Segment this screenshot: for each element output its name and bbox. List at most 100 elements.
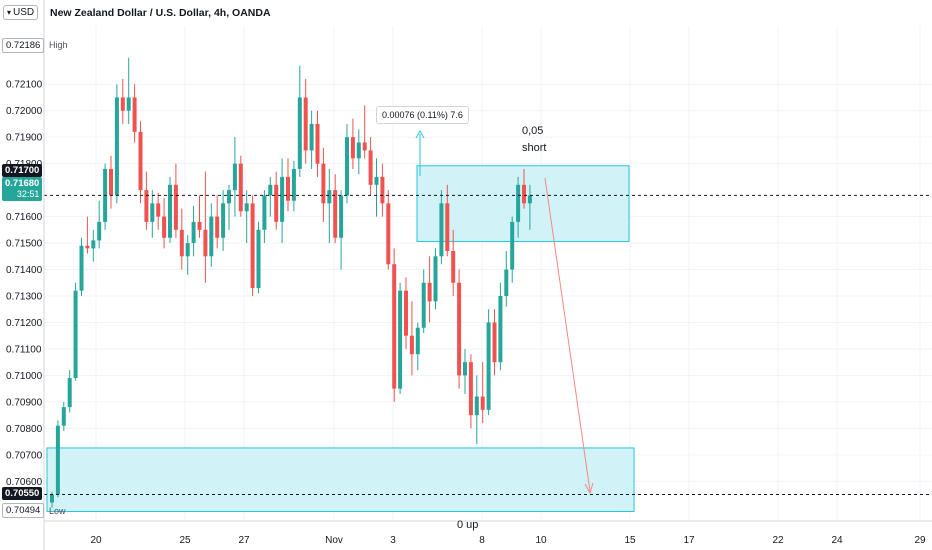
candle xyxy=(244,190,249,244)
candle-body xyxy=(404,290,408,336)
candle xyxy=(61,401,66,431)
price-tick-label: 0.71500 xyxy=(6,239,43,250)
candle xyxy=(463,348,467,394)
candle xyxy=(286,158,290,212)
candle xyxy=(457,269,462,389)
candle xyxy=(315,110,320,177)
time-tick-label: 27 xyxy=(238,535,250,546)
candle xyxy=(345,123,349,204)
candle-body xyxy=(114,97,119,196)
candle xyxy=(333,174,338,244)
candle-body xyxy=(61,407,66,426)
candle xyxy=(433,248,438,310)
candle-body xyxy=(55,425,60,495)
price-tick-label: 0.71000 xyxy=(6,371,43,382)
candle xyxy=(356,129,361,175)
candle-body xyxy=(374,176,379,185)
candle-body xyxy=(345,137,349,196)
candle xyxy=(191,206,196,257)
candle xyxy=(274,171,279,230)
candle xyxy=(468,354,473,429)
candle xyxy=(368,137,373,196)
direction-label: short xyxy=(522,142,547,154)
candle xyxy=(79,237,84,296)
chevron-down-icon: ▾ xyxy=(7,8,12,17)
candle-body xyxy=(173,184,178,230)
candle xyxy=(162,198,167,249)
candle-body xyxy=(492,322,497,363)
candle xyxy=(91,229,96,262)
candle xyxy=(120,78,125,124)
candle xyxy=(138,121,143,204)
candle-body xyxy=(73,290,78,379)
candle-body xyxy=(427,282,432,302)
candle xyxy=(474,375,479,445)
candle-body xyxy=(380,176,385,204)
candle-body xyxy=(168,184,172,238)
candle-body xyxy=(132,97,137,132)
candle xyxy=(109,155,113,209)
candle xyxy=(492,309,497,376)
candle-body xyxy=(144,190,149,222)
zone-rect xyxy=(46,447,635,512)
time-tick-label: 10 xyxy=(535,535,547,546)
bottom-label: 0 up xyxy=(457,519,479,531)
candle-body xyxy=(522,184,526,204)
candle-body xyxy=(498,296,503,363)
candle xyxy=(280,158,285,244)
candle-body xyxy=(238,163,243,212)
high-price-tag: 0.72186 xyxy=(2,38,45,53)
candle-body xyxy=(286,176,290,201)
candle-body xyxy=(185,243,190,257)
candle-body xyxy=(274,184,279,222)
measure-tooltip: 0.00076 (0.11%) 7.6 xyxy=(376,106,469,124)
candle-body xyxy=(215,216,220,238)
candle xyxy=(386,190,391,270)
candle xyxy=(55,420,60,498)
candle-body xyxy=(156,203,161,217)
candle-body xyxy=(138,131,143,191)
price-tick-label: 0.70900 xyxy=(6,397,43,408)
candle xyxy=(250,195,255,296)
time-tick-label: 17 xyxy=(683,535,695,546)
time-tick-label: 20 xyxy=(90,535,102,546)
plot-area xyxy=(44,0,932,521)
lot-size-label: 0,05 xyxy=(522,125,544,137)
high-label: High xyxy=(49,40,68,50)
candle-body xyxy=(232,163,237,191)
price-tick-label: 0.71200 xyxy=(6,318,43,329)
candle xyxy=(516,176,521,238)
candle xyxy=(73,282,78,381)
overlays-layer xyxy=(44,129,932,496)
candle xyxy=(415,322,420,371)
price-tick-label: 0.71300 xyxy=(6,292,43,303)
time-axis[interactable]: 20 25 27 Nov 3 8 10 15 17 22 24 29 xyxy=(44,520,932,546)
candle-body xyxy=(244,203,249,212)
candle xyxy=(527,184,532,230)
currency-selector[interactable]: ▾ USD xyxy=(3,5,39,20)
candle-body xyxy=(451,251,456,283)
price-axis[interactable]: 0.721000.720000.719000.718000.716000.715… xyxy=(6,0,45,550)
candle xyxy=(421,269,426,334)
candle-body xyxy=(463,362,467,376)
candle xyxy=(380,163,385,217)
candle-body xyxy=(209,216,214,257)
candle xyxy=(439,190,444,265)
candle xyxy=(445,184,450,257)
candle-body xyxy=(126,97,131,111)
candle-body xyxy=(516,184,521,222)
candle-body xyxy=(504,269,509,296)
candle xyxy=(522,168,526,209)
current-price-tag: 0.71680 32:51 xyxy=(2,177,43,201)
candle-body xyxy=(303,97,308,151)
price-tick-label: 0.70600 xyxy=(6,477,43,488)
time-tick-label: 22 xyxy=(772,535,784,546)
candle xyxy=(150,190,155,238)
candle xyxy=(179,208,184,270)
price-tick-label: 0.70800 xyxy=(6,424,43,435)
candles-layer xyxy=(50,57,532,508)
candle xyxy=(268,176,273,217)
time-tick-label: 29 xyxy=(914,535,926,546)
candle xyxy=(197,195,202,238)
